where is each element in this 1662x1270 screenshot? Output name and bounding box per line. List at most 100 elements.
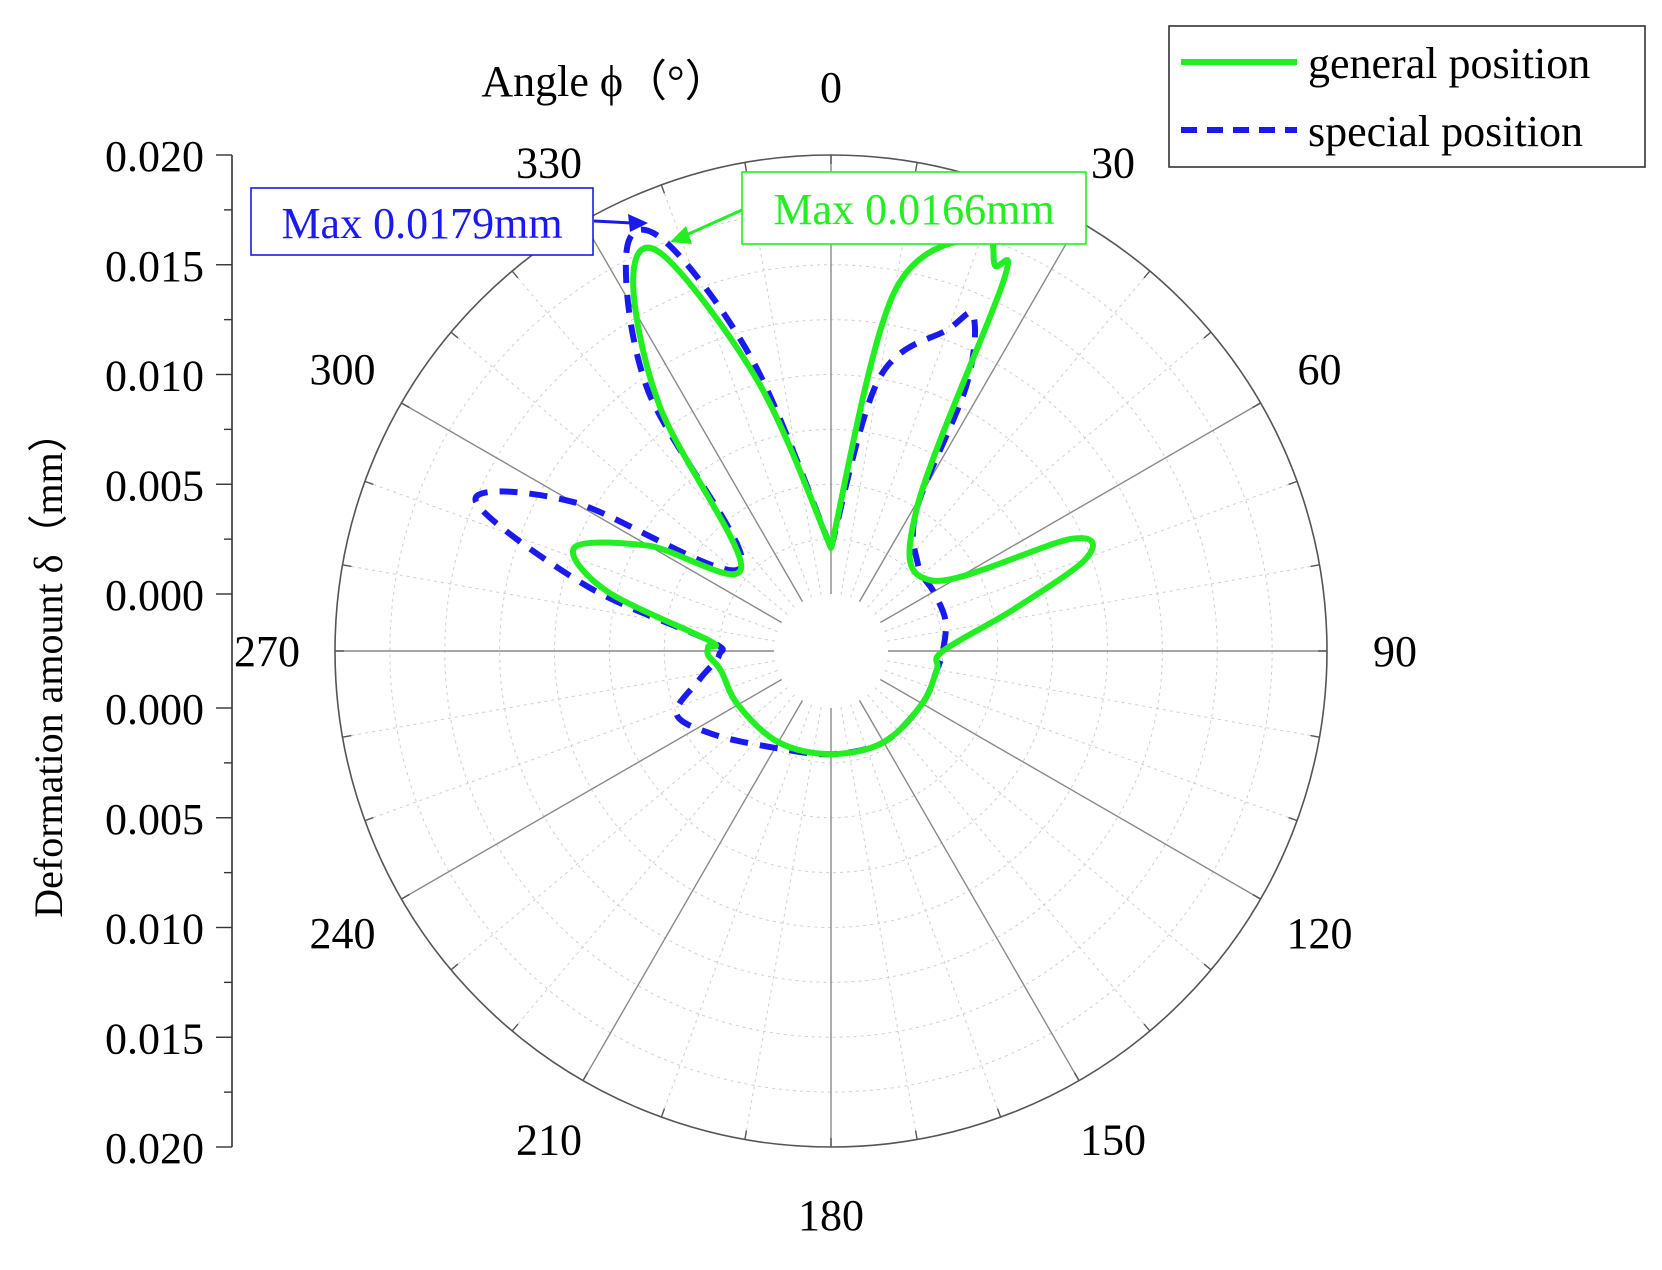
annotation-special-max: Max 0.0179mm bbox=[250, 187, 648, 256]
radial-tick-label: 0.005 bbox=[105, 461, 204, 510]
spoke-minor bbox=[450, 331, 788, 615]
radial-tick-label: 0.010 bbox=[105, 905, 204, 954]
outer-tick bbox=[1203, 963, 1212, 971]
outer-tick bbox=[744, 1130, 748, 1140]
spoke-minor bbox=[511, 694, 795, 1032]
legend-label-general: general position bbox=[1308, 39, 1590, 88]
outer-tick bbox=[660, 1108, 666, 1118]
spoke-minor bbox=[364, 670, 778, 822]
legend-label-special: special position bbox=[1308, 107, 1583, 156]
spoke-minor bbox=[867, 270, 1151, 608]
spoke-major bbox=[880, 402, 1261, 624]
spoke-minor bbox=[511, 270, 795, 608]
angle-tick-90: 90 bbox=[1373, 627, 1417, 676]
outer-tick bbox=[582, 1072, 589, 1081]
outer-tick bbox=[401, 893, 410, 900]
outer-tick bbox=[1203, 331, 1212, 339]
angle-tick-30: 30 bbox=[1091, 139, 1135, 188]
spoke-minor bbox=[660, 704, 812, 1118]
spoke-major bbox=[401, 678, 782, 900]
outer-tick bbox=[914, 162, 918, 172]
outer-tick bbox=[1073, 1072, 1080, 1081]
outer-tick bbox=[1288, 480, 1298, 486]
spoke-minor bbox=[342, 660, 775, 738]
outer-tick bbox=[1143, 270, 1151, 279]
series-layer bbox=[472, 226, 1096, 758]
legend-box bbox=[1168, 25, 1646, 168]
angle-tick-300: 300 bbox=[310, 345, 376, 394]
outer-tick bbox=[1252, 402, 1261, 409]
series-line-special-position bbox=[472, 226, 979, 758]
radial-tick-label: 0.015 bbox=[105, 242, 204, 291]
radial-axis-title: Deformation amount δ（mm） bbox=[26, 412, 71, 917]
outer-tick bbox=[342, 564, 352, 568]
polar-grid bbox=[333, 153, 1329, 1149]
outer-tick bbox=[511, 1023, 519, 1032]
radial-axis: 0.020 0.020 0.015 0.015 0.010 0.010 0.005 0.005… bbox=[105, 132, 233, 1173]
radial-tick-label: 0.005 bbox=[105, 795, 204, 844]
outer-tick bbox=[511, 270, 519, 279]
spoke-minor bbox=[887, 564, 1320, 642]
radial-tick-label: 0.015 bbox=[105, 1014, 204, 1063]
spoke-minor bbox=[887, 660, 1320, 738]
angle-tick-270: 270 bbox=[234, 627, 300, 676]
angle-tick-labels: 0 30 60 90 120 150 180 210 240 270 300 330 bbox=[234, 63, 1417, 1240]
annotation-general-box bbox=[741, 171, 1087, 245]
angle-tick-180: 180 bbox=[798, 1191, 864, 1240]
spoke-minor bbox=[850, 184, 1002, 598]
angle-tick-0: 0 bbox=[820, 63, 842, 112]
angle-tick-150: 150 bbox=[1080, 1115, 1146, 1164]
annotation-general-max: Max 0.0166mm bbox=[670, 171, 1087, 245]
angle-tick-60: 60 bbox=[1297, 345, 1341, 394]
spoke-major bbox=[858, 700, 1080, 1081]
spoke-major bbox=[880, 678, 1261, 900]
spoke-minor bbox=[744, 707, 822, 1140]
radial-tick-label: 0.010 bbox=[105, 352, 204, 401]
radial-tick-label: 0.000 bbox=[105, 685, 204, 734]
radial-tick-label: 0.000 bbox=[105, 571, 204, 620]
plot-background bbox=[333, 153, 1329, 1149]
spoke-minor bbox=[342, 564, 775, 642]
series-line-general-position bbox=[570, 233, 1096, 758]
legend: general position special position bbox=[1168, 25, 1646, 168]
spoke-minor bbox=[450, 687, 788, 971]
outer-tick bbox=[342, 734, 352, 738]
spoke-minor bbox=[850, 704, 1002, 1118]
annotation-general-arrowhead bbox=[670, 226, 692, 244]
spoke-major bbox=[582, 700, 804, 1081]
outer-tick bbox=[1310, 564, 1320, 568]
outer-tick bbox=[364, 480, 374, 486]
outer-tick bbox=[401, 402, 410, 409]
spoke-minor bbox=[884, 670, 1298, 822]
annotation-special-text: Max 0.0179mm bbox=[281, 199, 562, 248]
outer-tick bbox=[1143, 1023, 1151, 1032]
outer-tick bbox=[996, 1108, 1002, 1118]
angle-tick-210: 210 bbox=[516, 1115, 582, 1164]
outer-tick bbox=[364, 816, 374, 822]
angle-tick-330: 330 bbox=[516, 139, 582, 188]
annotation-special-box bbox=[250, 187, 594, 256]
spoke-minor bbox=[874, 687, 1212, 971]
spoke-major bbox=[858, 221, 1080, 602]
angle-axis-title: Angle ϕ（°） bbox=[481, 57, 728, 106]
spoke-minor bbox=[660, 184, 812, 598]
outer-tick bbox=[914, 1130, 918, 1140]
outer-tick bbox=[450, 331, 459, 339]
annotation-general-text: Max 0.0166mm bbox=[773, 185, 1054, 234]
outer-tick bbox=[1252, 893, 1261, 900]
angle-tick-120: 120 bbox=[1286, 909, 1352, 958]
spoke-minor bbox=[874, 331, 1212, 615]
spoke-minor bbox=[840, 707, 918, 1140]
radial-tick-label: 0.020 bbox=[105, 132, 204, 181]
annotation-special-arrowhead bbox=[628, 214, 648, 232]
outer-tick bbox=[1288, 816, 1298, 822]
outer-tick bbox=[660, 184, 666, 194]
annotation-special-arrow bbox=[593, 219, 633, 225]
spoke-major bbox=[401, 402, 782, 624]
outer-tick bbox=[744, 162, 748, 172]
outer-tick bbox=[1310, 734, 1320, 738]
outer-tick bbox=[450, 963, 459, 971]
spoke-major bbox=[582, 221, 804, 602]
radial-tick-label: 0.020 bbox=[105, 1124, 204, 1173]
